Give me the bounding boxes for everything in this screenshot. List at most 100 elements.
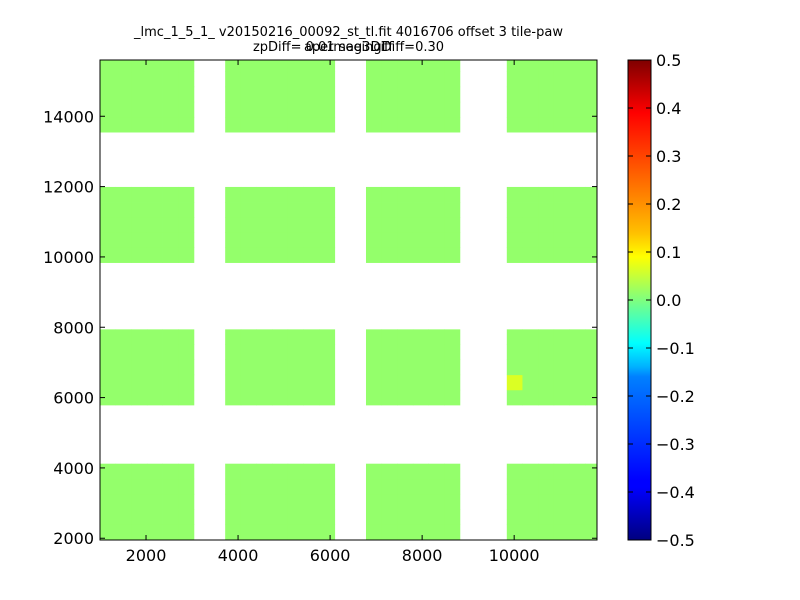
heatmap-cell — [538, 389, 555, 406]
heatmap-cell — [272, 374, 289, 391]
heatmap-cell — [397, 374, 414, 391]
heatmap-cell — [256, 186, 273, 203]
heatmap-cell — [428, 232, 445, 248]
heatmap-cell — [146, 463, 163, 480]
heatmap-cell — [178, 186, 195, 203]
heatmap-cell — [100, 478, 117, 495]
heatmap-cell — [365, 232, 383, 248]
heatmap-cell — [146, 186, 163, 203]
heatmap-cell — [100, 60, 117, 73]
heatmap-cell — [444, 374, 461, 391]
heatmap-cell — [569, 493, 586, 510]
heatmap-cell — [319, 374, 336, 391]
heatmap-cell — [100, 493, 117, 510]
colorbar-tick-label: −0.4 — [656, 483, 695, 502]
heatmap-cell — [162, 232, 179, 248]
heatmap-cell — [522, 217, 539, 233]
heatmap-cell — [256, 86, 273, 103]
heatmap-cell — [240, 217, 257, 233]
heatmap-cell — [240, 247, 257, 263]
heatmap-cell — [522, 359, 539, 376]
heatmap-cell — [412, 232, 429, 248]
heatmap-cell — [428, 374, 445, 391]
heatmap-cell — [225, 344, 242, 361]
heatmap-cell — [444, 493, 461, 510]
heatmap-cell — [287, 463, 304, 480]
heatmap-cell — [115, 217, 132, 233]
heatmap-cell — [146, 478, 163, 495]
heatmap-cell — [569, 344, 586, 361]
heatmap-cell — [162, 86, 179, 103]
heatmap-cell — [381, 86, 398, 103]
heatmap-cell — [115, 71, 132, 88]
heatmap-cell — [522, 186, 539, 203]
heatmap-cell — [428, 344, 445, 361]
heatmap-cell — [381, 493, 398, 510]
heatmap-cell — [522, 232, 539, 248]
heatmap-cell — [365, 186, 383, 203]
heatmap-cell — [256, 60, 273, 73]
heatmap-cell — [225, 202, 242, 218]
heatmap-cell — [162, 463, 179, 480]
heatmap-cell — [272, 186, 289, 203]
heatmap-cell — [146, 359, 163, 376]
heatmap-cell — [553, 60, 570, 73]
heatmap-cell — [538, 186, 555, 203]
heatmap-cell — [428, 463, 445, 480]
heatmap-cell — [287, 359, 304, 376]
colorbar-tick-label: 0.4 — [656, 99, 681, 118]
heatmap-cell — [100, 217, 117, 233]
heatmap-cell — [585, 524, 597, 540]
heatmap-cell — [506, 232, 523, 248]
heatmap-cell — [115, 374, 132, 391]
heatmap-cell — [256, 493, 273, 510]
heatmap-cell — [303, 509, 320, 525]
heatmap-cell — [272, 329, 289, 345]
heatmap-cell — [225, 329, 242, 345]
heatmap-cell — [115, 116, 132, 133]
heatmap-cell — [506, 247, 523, 263]
heatmap-cell — [553, 493, 570, 510]
heatmap-cell — [538, 463, 555, 480]
heatmap-cell — [585, 217, 597, 233]
heatmap-cell — [287, 524, 304, 540]
heatmap-cell — [538, 217, 555, 233]
heatmap-cell — [506, 60, 523, 73]
heatmap-cell — [287, 329, 304, 345]
heatmap-cell — [146, 329, 163, 345]
heatmap-cell — [397, 359, 414, 376]
heatmap-cell — [303, 60, 320, 73]
heatmap-cell — [506, 344, 523, 361]
heatmap-cell — [444, 463, 461, 480]
heatmap-cell — [303, 389, 320, 406]
heatmap-cell — [569, 86, 586, 103]
heatmap-cell — [146, 344, 163, 361]
heatmap-cell — [272, 344, 289, 361]
y-tick-label: 2000 — [53, 529, 94, 548]
heatmap-cell — [381, 217, 398, 233]
heatmap-cell — [365, 60, 383, 73]
heatmap-cell — [553, 116, 570, 133]
heatmap-cell — [319, 232, 336, 248]
heatmap-cell — [585, 359, 597, 376]
heatmap-cell — [444, 86, 461, 103]
heatmap-cell — [272, 116, 289, 133]
heatmap-cell — [225, 509, 242, 525]
x-tick-label: 4000 — [218, 546, 259, 565]
heatmap-cell — [585, 60, 597, 73]
heatmap-cell — [522, 493, 539, 510]
heatmap-cell — [100, 463, 117, 480]
heatmap-cell — [522, 509, 539, 525]
heatmap-cell — [444, 247, 461, 263]
colorbar-tick-label: 0.5 — [656, 51, 681, 70]
heatmap-cell — [131, 217, 148, 233]
heatmap-cell — [319, 389, 336, 406]
heatmap-cell — [146, 232, 163, 248]
heatmap-cell — [506, 463, 523, 480]
heatmap-cell — [225, 247, 242, 263]
heatmap-cell — [287, 232, 304, 248]
heatmap-cell — [522, 247, 539, 263]
heatmap-cell — [319, 359, 336, 376]
heatmap-cell — [256, 247, 273, 263]
heatmap-cell — [428, 101, 445, 118]
